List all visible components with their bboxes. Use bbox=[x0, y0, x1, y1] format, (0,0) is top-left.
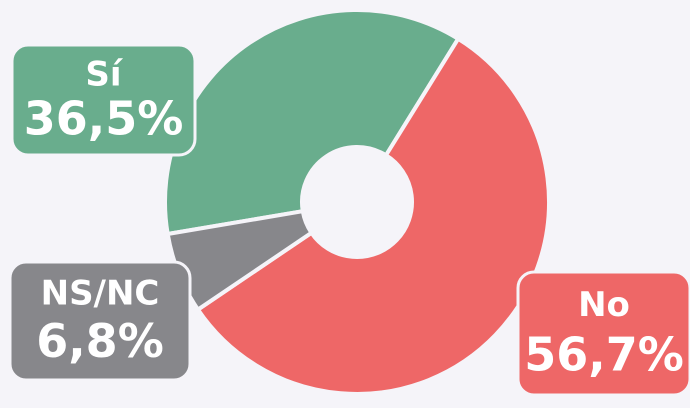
value-label: 56,7% bbox=[524, 328, 684, 382]
donut-segment bbox=[195, 36, 551, 396]
category-label: NS/NC bbox=[41, 274, 160, 314]
category-label: Sí bbox=[85, 54, 123, 94]
label-background bbox=[516, 270, 690, 397]
label-background bbox=[8, 260, 192, 382]
category-label: No bbox=[578, 285, 630, 325]
value-label: 6,8% bbox=[36, 314, 164, 368]
label-background bbox=[10, 43, 197, 157]
value-label: 36,5% bbox=[24, 92, 184, 146]
label-box: NS/NC6,8% bbox=[8, 260, 192, 382]
